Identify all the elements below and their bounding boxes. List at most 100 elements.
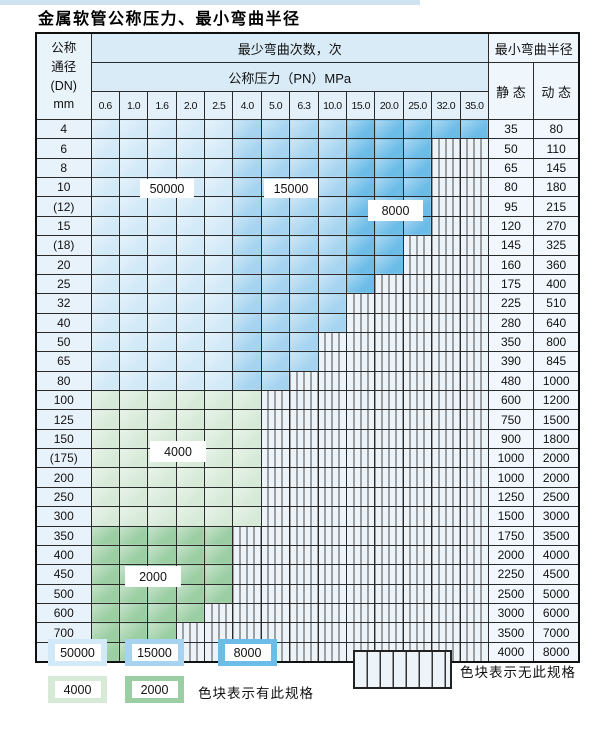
spec-cell xyxy=(374,235,404,256)
spec-cell xyxy=(175,486,206,508)
spec-cell xyxy=(232,215,262,237)
no-spec-cell xyxy=(402,293,433,314)
spec-cell xyxy=(90,525,120,546)
spec-cell xyxy=(175,602,206,624)
no-spec-cell xyxy=(346,428,376,450)
no-spec-cell xyxy=(289,486,319,508)
no-spec-cell xyxy=(459,196,489,217)
spec-cell xyxy=(317,235,348,256)
no-spec-cell xyxy=(260,506,291,527)
spec-cell xyxy=(147,312,177,333)
spec-cell xyxy=(260,293,291,314)
no-spec-cell xyxy=(374,428,404,450)
spec-cell xyxy=(232,254,262,275)
spec-cell xyxy=(289,215,319,237)
header-dn-line: mm xyxy=(53,97,75,112)
spec-cell xyxy=(175,351,206,372)
spec-cell xyxy=(90,390,120,411)
spec-cell xyxy=(90,564,120,585)
no-spec-cell xyxy=(289,428,319,450)
dn-cell: 50 xyxy=(35,331,92,353)
spec-cell xyxy=(232,409,262,430)
header-row-2: 公称压力（PN）MPa 静 态 动 态 xyxy=(36,62,580,120)
spec-cell xyxy=(118,331,149,353)
no-spec-cell xyxy=(346,312,376,333)
no-spec-cell xyxy=(346,583,376,604)
spec-cell xyxy=(147,235,177,256)
no-spec-cell xyxy=(459,390,489,411)
no-spec-cell xyxy=(459,254,489,275)
no-spec-cell xyxy=(459,448,489,469)
dn-cell: 200 xyxy=(35,467,92,488)
spec-cell xyxy=(175,273,206,295)
spec-cell xyxy=(260,254,291,275)
table-row: 400 2000 4000 xyxy=(35,544,580,566)
spec-cell xyxy=(118,467,149,488)
spec-cell xyxy=(204,215,234,237)
header-row-ticks: 0.6 1.0 1.6 2.0 2.5 4.0 5.0 6.3 10.0 15.0 20.0 25.0… xyxy=(36,91,579,120)
no-spec-cell xyxy=(289,370,319,392)
spec-cell xyxy=(175,196,206,217)
spec-cell xyxy=(147,196,177,217)
spec-cell xyxy=(346,157,376,179)
no-spec-cell xyxy=(317,622,348,643)
no-spec-cell xyxy=(431,138,461,159)
no-spec-cell xyxy=(232,583,262,604)
spec-cell xyxy=(147,486,177,508)
spec-cell xyxy=(317,215,348,237)
no-spec-cell xyxy=(431,293,461,314)
spec-cell xyxy=(232,351,262,372)
spec-cell xyxy=(317,312,348,333)
spec-cell xyxy=(147,293,177,314)
no-spec-cell xyxy=(431,428,461,450)
spec-cell xyxy=(118,215,149,237)
dynamic-radius-cell: 5000 xyxy=(532,583,580,604)
dn-cell: 125 xyxy=(35,409,92,430)
spec-cell xyxy=(90,448,120,469)
no-spec-cell xyxy=(289,564,319,585)
header-static: 静 态 xyxy=(487,62,534,120)
no-spec-cell xyxy=(317,602,348,624)
no-spec-cell xyxy=(289,525,319,546)
dynamic-radius-cell: 2000 xyxy=(532,467,580,488)
legend-chip-label: 50000 xyxy=(54,644,101,661)
spec-table: 公称 通径 (DN) mm 最少弯曲次数，次 最小弯曲半径 公称压力（PN）MP… xyxy=(35,32,581,664)
table-row: 700 3500 7000 xyxy=(35,622,580,643)
no-spec-cell xyxy=(459,641,489,663)
spec-cell xyxy=(346,138,376,159)
no-spec-cell xyxy=(317,448,348,469)
spec-cell xyxy=(90,273,120,295)
spec-cell xyxy=(147,138,177,159)
header-dn-line: 公称 xyxy=(51,41,77,55)
no-spec-cell xyxy=(431,622,461,643)
no-spec-cell xyxy=(459,215,489,237)
static-radius-cell: 600 xyxy=(487,390,534,411)
spec-cell xyxy=(147,118,177,140)
no-spec-cell xyxy=(459,138,489,159)
spec-cell xyxy=(204,331,234,353)
static-radius-cell: 750 xyxy=(487,409,534,430)
spec-cell xyxy=(232,118,262,140)
spec-cell xyxy=(147,331,177,353)
zone-label-2000: 2000 xyxy=(125,566,181,587)
no-spec-cell xyxy=(317,583,348,604)
header-row-1: 公称 通径 (DN) mm 最少弯曲次数，次 最小弯曲半径 xyxy=(35,32,580,120)
dynamic-radius-cell: 145 xyxy=(532,157,580,179)
table-row: 450 2250 4500 xyxy=(35,564,580,585)
spec-cell xyxy=(118,138,149,159)
table-row: 80040008000 xyxy=(35,641,580,663)
static-radius-cell: 225 xyxy=(487,293,534,314)
no-spec-cell xyxy=(459,409,489,430)
pressure-tick: 1.6 xyxy=(147,91,177,120)
static-radius-cell: 1250 xyxy=(487,486,534,508)
spec-cell xyxy=(147,544,177,566)
no-spec-cell xyxy=(374,583,404,604)
pressure-tick: 20.0 xyxy=(374,91,404,120)
no-spec-cell xyxy=(260,409,291,430)
table-row: 200 1000 2000 xyxy=(35,467,580,488)
table-header: 公称 通径 (DN) mm 最少弯曲次数，次 最小弯曲半径 公称压力（PN）MP… xyxy=(35,32,580,120)
spec-cell xyxy=(90,486,120,508)
dynamic-radius-cell: 3000 xyxy=(532,506,580,527)
spec-cell xyxy=(118,312,149,333)
no-spec-cell xyxy=(374,622,404,643)
